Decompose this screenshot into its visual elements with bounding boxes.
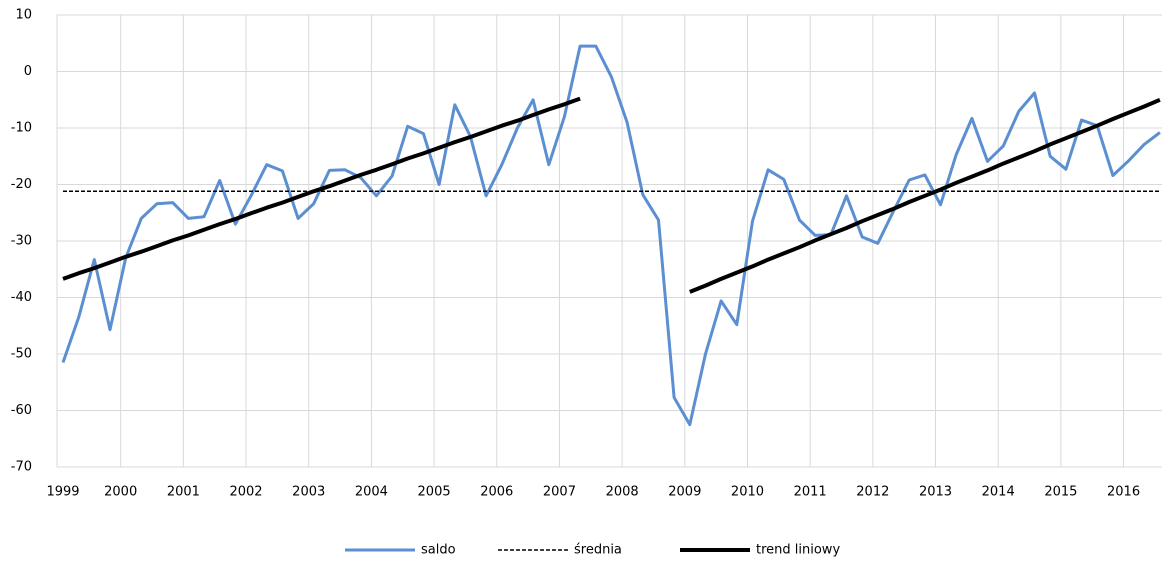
x-tick-label: 2003 [292,485,325,500]
x-tick-label: 1999 [46,485,79,500]
x-tick-label: 2007 [543,485,576,500]
y-tick-label: -50 [11,347,32,362]
x-tick-label: 2008 [606,485,639,500]
x-tick-label: 2004 [355,485,388,500]
series-line [62,96,1161,294]
legend-label: średnia [574,543,622,558]
y-tick-label: -30 [11,234,32,249]
x-tick-label: 2015 [1044,485,1077,500]
x-tick-label: 2000 [104,485,137,500]
legend-label: saldo [421,543,456,558]
x-tick-label: 2016 [1107,485,1140,500]
x-tick-label: 2010 [731,485,764,500]
x-tick-label: 2012 [856,485,889,500]
x-tick-label: 2014 [982,485,1015,500]
y-tick-label: -10 [11,121,32,136]
x-tick-label: 2001 [167,485,200,500]
x-tick-label: 2013 [919,485,952,500]
x-tick-label: 2002 [229,485,262,500]
x-tick-label: 2005 [418,485,451,500]
y-tick-label: 10 [15,8,32,23]
y-tick-label: -40 [11,290,32,305]
series-line [61,44,1161,427]
x-tick-label: 2009 [668,485,701,500]
y-tick-label: -70 [11,460,32,475]
legend-label: trend liniowy [756,543,840,558]
y-tick-label: -60 [11,403,32,418]
x-tick-label: 2011 [794,485,827,500]
y-tick-label: -20 [11,177,32,192]
y-tick-label: 0 [24,64,32,79]
x-tick-label: 2006 [480,485,513,500]
